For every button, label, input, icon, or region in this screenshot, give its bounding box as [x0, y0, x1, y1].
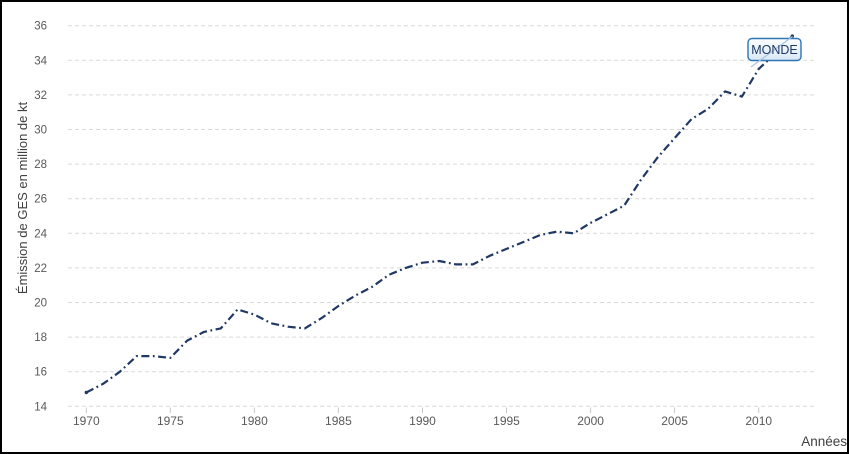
x-tick-label: 1990	[409, 414, 436, 428]
y-tick-label: 24	[34, 228, 47, 240]
x-tick-label: 1995	[493, 414, 520, 428]
y-tick-label: 18	[34, 332, 47, 344]
y-tick-label: 32	[34, 90, 47, 102]
data-series-line	[85, 35, 794, 394]
x-axis-title: Années	[801, 434, 847, 449]
y-tick-label: 14	[34, 401, 47, 413]
y-tick-label: 20	[34, 298, 47, 310]
x-tick-label: 1975	[157, 414, 184, 428]
y-tick-label: 30	[34, 125, 47, 137]
x-tick-label: 1980	[241, 414, 268, 428]
x-tick-label: 2005	[661, 414, 688, 428]
y-tick-label: 36	[34, 21, 47, 33]
data-point-marker	[84, 390, 89, 395]
series-callout-leader-line	[750, 36, 793, 68]
x-tick-label: 1970	[73, 414, 100, 428]
y-tick-label: 26	[34, 194, 47, 206]
y-tick-label: 34	[34, 55, 47, 67]
y-axis-title: Émission de GES en million de kt	[15, 102, 30, 295]
y-tick-label: 22	[34, 263, 47, 275]
x-tick-label: 2010	[745, 414, 772, 428]
y-tick-label: 28	[34, 159, 47, 171]
series-callout[interactable]: MONDE	[747, 36, 802, 68]
x-tick-label: 2000	[577, 414, 604, 428]
y-tick-label: 16	[34, 367, 47, 379]
plot-area: 14 16 18 20 22 24 26 28 30 32 34 36 1970 1975 1980 1985…	[34, 21, 815, 428]
x-tick-label: 1985	[325, 414, 352, 428]
series-callout-label: MONDE	[751, 43, 798, 57]
